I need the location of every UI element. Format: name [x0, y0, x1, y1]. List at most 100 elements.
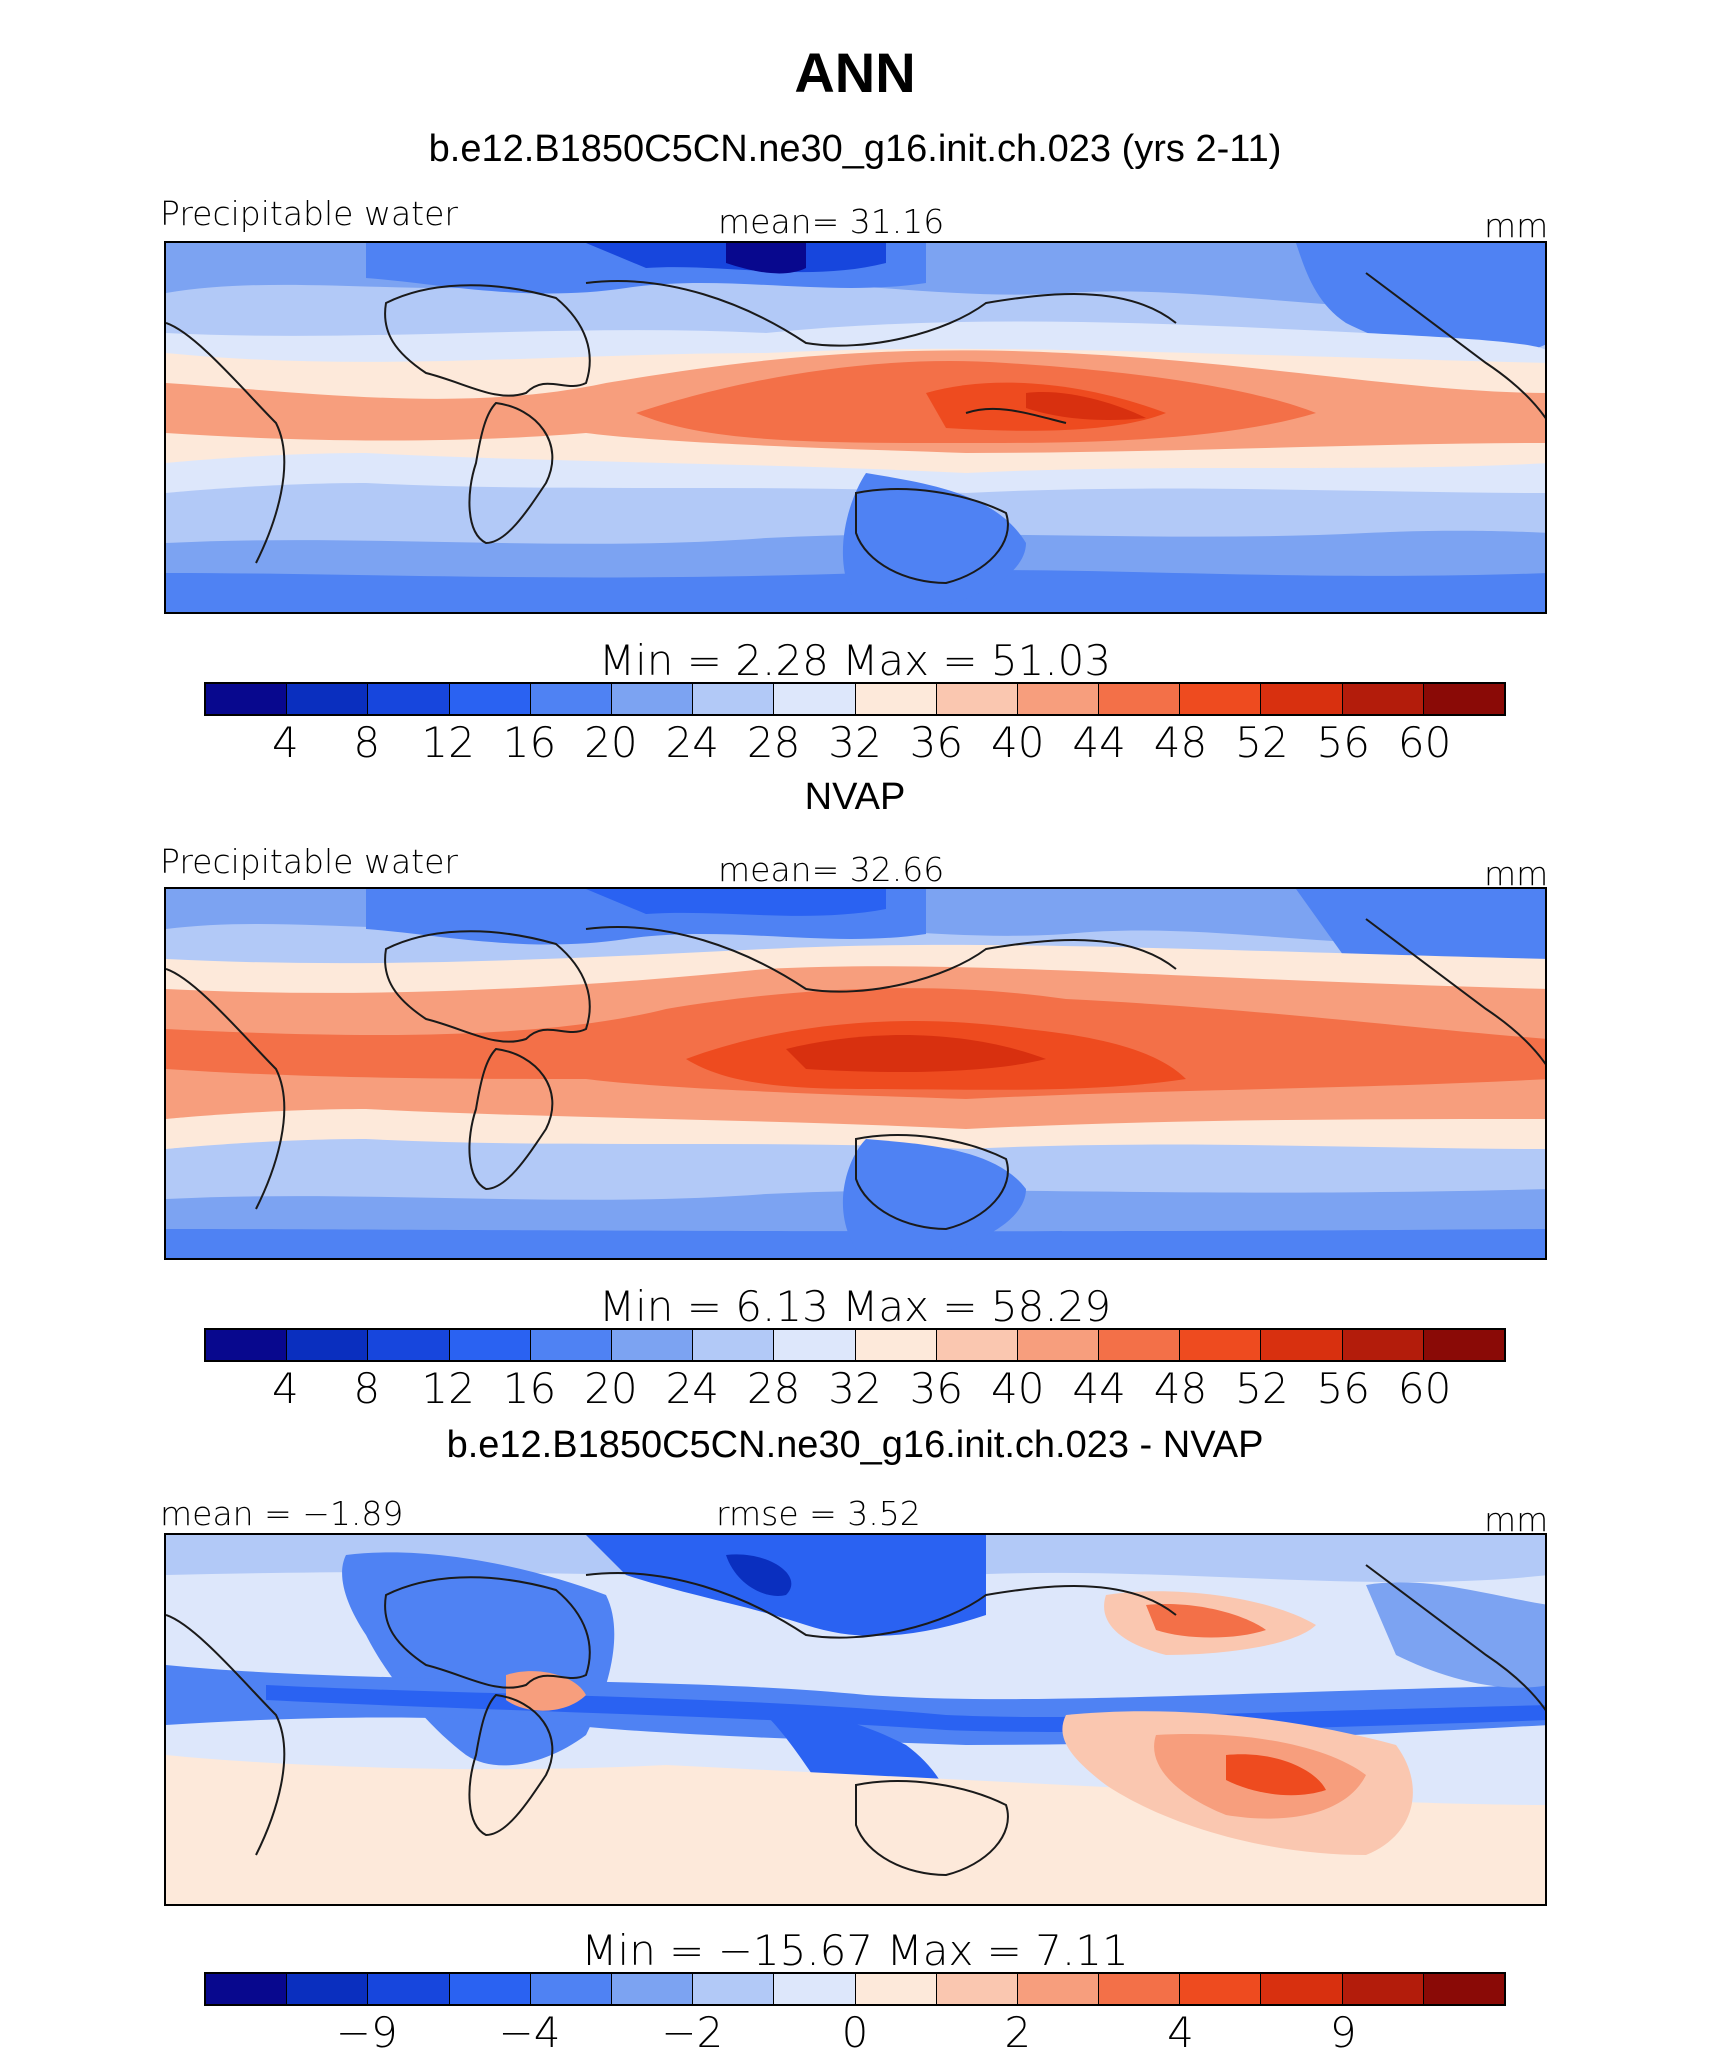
colorbar-tick-label: 28	[746, 1364, 801, 1413]
colorbar-box	[1017, 684, 1100, 714]
panel3-title: b.e12.B1850C5CN.ne30_g16.init.ch.023 - N…	[446, 1424, 1264, 1466]
colorbar-tick-label: 52	[1235, 1364, 1289, 1413]
panel2-field	[166, 889, 1545, 1258]
colorbar-tick-label: 24	[665, 1364, 719, 1413]
colorbar-box	[611, 1974, 694, 2004]
panel2-mean: mean= 32.66	[718, 850, 945, 889]
colorbar-tick-label: 2	[1004, 2008, 1032, 2057]
colorbar-tick-label: −4	[498, 2008, 561, 2057]
colorbar-tick-label: 44	[1072, 1364, 1126, 1413]
panel3-field	[166, 1535, 1545, 1904]
colorbar-tick-label: −2	[661, 2008, 724, 2057]
colorbar-box	[530, 1974, 612, 2004]
panel1-map	[164, 241, 1547, 614]
colorbar-tick-label: 20	[584, 1364, 638, 1413]
panel1-variable: Precipitable water	[160, 194, 458, 233]
colorbar-tick-label: 20	[584, 718, 638, 767]
colorbar-tick-label: −9	[335, 2008, 398, 2057]
colorbar-tick-label: 16	[502, 1364, 557, 1413]
colorbar-box	[855, 684, 937, 714]
colorbar-box	[287, 1974, 369, 2004]
colorbar-box	[1017, 1974, 1100, 2004]
colorbar-box	[1261, 684, 1343, 714]
colorbar-box	[530, 684, 612, 714]
colorbar-box	[855, 1330, 937, 1360]
colorbar-tick-label: 40	[991, 1364, 1045, 1413]
colorbar-box	[693, 1974, 775, 2004]
colorbar-box	[206, 1330, 288, 1360]
colorbar-box	[774, 1974, 856, 2004]
panel1-minmax: Min = 2.28 Max = 51.03	[598, 636, 1112, 685]
colorbar-box	[611, 684, 694, 714]
colorbar-tick-label: 24	[665, 718, 719, 767]
colorbar-box	[368, 684, 450, 714]
panel1-title: b.e12.B1850C5CN.ne30_g16.init.ch.023 (yr…	[428, 128, 1282, 170]
colorbar-tick-label: 28	[746, 718, 801, 767]
colorbar-tick-label: 8	[353, 1364, 381, 1413]
colorbar-box	[206, 1974, 288, 2004]
colorbar-tick-label: 4	[272, 718, 299, 767]
panel2-ticks: 4 8 12 16 20 24 28 32 36 40 44 48 52 56 60	[204, 1364, 1506, 1413]
colorbar-tick-label: 36	[909, 1364, 964, 1413]
colorbar-box	[1342, 684, 1424, 714]
figure-title: ANN	[794, 41, 916, 104]
colorbar-box	[1099, 1330, 1181, 1360]
colorbar-box	[1261, 1330, 1343, 1360]
panel1-colorbar	[204, 682, 1506, 716]
colorbar-box	[693, 684, 775, 714]
colorbar-box	[1099, 684, 1181, 714]
panel3-ticks: −9 −4 −2 0 2 4 9	[204, 2008, 1506, 2057]
colorbar-box	[1180, 684, 1262, 714]
colorbar-tick-label: 12	[421, 1364, 475, 1413]
colorbar-tick-label: 0	[841, 2008, 869, 2057]
colorbar-tick-label: 48	[1153, 718, 1208, 767]
panel2-title: NVAP	[804, 776, 906, 818]
colorbar-box	[936, 1974, 1018, 2004]
panel3-minmax: Min = −15.67 Max = 7.11	[581, 1926, 1129, 1975]
panel3-units: mm	[1484, 1500, 1549, 1539]
colorbar-tick-label: 56	[1316, 1364, 1370, 1413]
colorbar-box	[1180, 1330, 1262, 1360]
colorbar-box	[693, 1330, 775, 1360]
colorbar-tick-label: 4	[1167, 2008, 1194, 2057]
panel3-colorbar	[204, 1972, 1506, 2006]
colorbar-box	[1423, 1330, 1504, 1360]
panel1-units: mm	[1484, 206, 1549, 245]
panel3-rmse: rmse = 3.52	[716, 1494, 921, 1533]
colorbar-tick-label: 9	[1329, 2008, 1357, 2057]
colorbar-box	[530, 1330, 612, 1360]
colorbar-tick-label: 36	[909, 718, 964, 767]
colorbar-box	[774, 1330, 856, 1360]
colorbar-box	[368, 1974, 450, 2004]
colorbar-tick-label: 48	[1153, 1364, 1208, 1413]
colorbar-box	[449, 1974, 531, 2004]
colorbar-tick-label: 56	[1316, 718, 1370, 767]
colorbar-box	[1423, 684, 1504, 714]
colorbar-tick-label: 12	[421, 718, 475, 767]
colorbar-box	[287, 684, 369, 714]
colorbar-tick-label: 40	[991, 718, 1045, 767]
colorbar-box	[1180, 1974, 1262, 2004]
panel3-map	[164, 1533, 1547, 1906]
colorbar-box	[936, 684, 1018, 714]
colorbar-box	[206, 684, 288, 714]
colorbar-box	[611, 1330, 694, 1360]
colorbar-tick-label: 32	[828, 1364, 882, 1413]
colorbar-tick-label: 8	[353, 718, 381, 767]
colorbar-box	[1017, 1330, 1100, 1360]
panel1-field	[166, 243, 1545, 612]
colorbar-box	[936, 1330, 1018, 1360]
panel2-map	[164, 887, 1547, 1260]
panel2-units: mm	[1484, 854, 1549, 893]
colorbar-box	[1099, 1974, 1181, 2004]
panel1-mean: mean= 31.16	[718, 202, 945, 241]
colorbar-box	[287, 1330, 369, 1360]
colorbar-box	[774, 684, 856, 714]
panel1-ticks: 4 8 12 16 20 24 28 32 36 40 44 48 52 56 60	[204, 718, 1506, 767]
panel3-mean: mean = −1.89	[160, 1494, 404, 1533]
colorbar-box	[855, 1974, 937, 2004]
colorbar-tick-label: 60	[1397, 718, 1452, 767]
colorbar-box	[1261, 1974, 1343, 2004]
colorbar-box	[1423, 1974, 1504, 2004]
colorbar-box	[1342, 1974, 1424, 2004]
